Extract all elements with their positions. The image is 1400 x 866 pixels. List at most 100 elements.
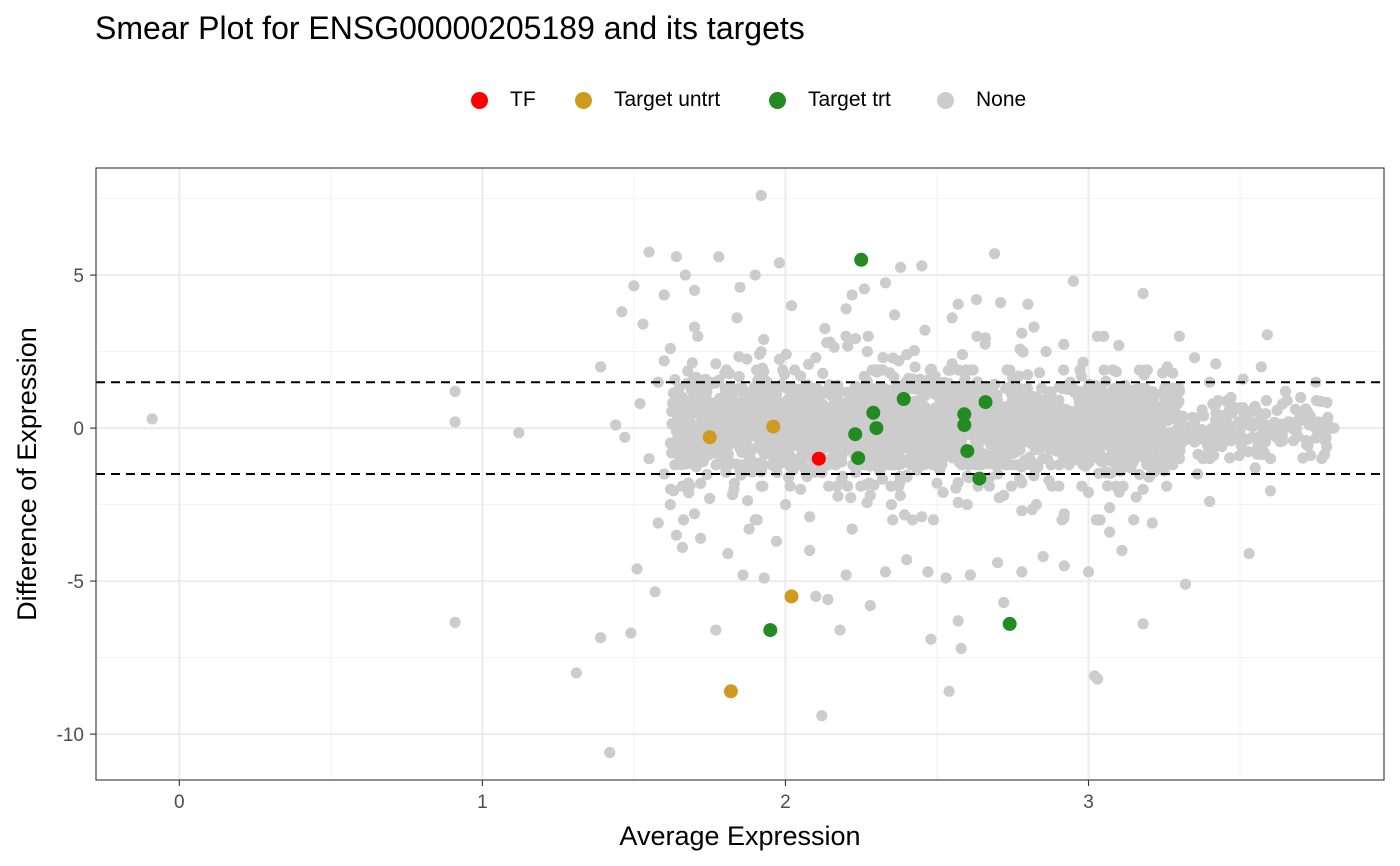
point-none xyxy=(688,508,701,520)
point-none xyxy=(1072,427,1084,439)
point-none xyxy=(1106,417,1118,429)
point-none xyxy=(1037,433,1050,445)
legend-swatch-target-untrt xyxy=(575,91,592,109)
point-none xyxy=(1271,404,1283,416)
point-none xyxy=(710,459,722,471)
point-none xyxy=(1162,415,1174,427)
point-none xyxy=(791,436,803,448)
point-none xyxy=(1204,453,1216,465)
point-none xyxy=(1113,339,1125,352)
point-none xyxy=(1133,364,1146,376)
point-none xyxy=(1005,480,1018,492)
point-none xyxy=(1030,499,1042,511)
point-none xyxy=(637,318,649,330)
point-none xyxy=(686,357,698,369)
point-none xyxy=(1241,433,1253,445)
point-none xyxy=(1044,444,1056,456)
point-none xyxy=(1279,385,1292,397)
point-none xyxy=(1139,394,1152,406)
point-none xyxy=(733,371,745,383)
point-none xyxy=(1292,430,1304,442)
point-none xyxy=(883,384,895,396)
point-none xyxy=(1004,364,1016,376)
point-none xyxy=(815,402,827,414)
point-none xyxy=(1037,453,1049,465)
point-none xyxy=(1022,369,1034,381)
point-none xyxy=(702,449,714,461)
point-none xyxy=(714,434,726,446)
legend-label-none: None xyxy=(976,88,1027,111)
x-tick-label: 1 xyxy=(477,792,488,813)
point-none xyxy=(595,361,607,373)
point-none xyxy=(1198,410,1210,422)
point-none xyxy=(1301,406,1313,418)
point-none xyxy=(919,324,931,336)
point-none xyxy=(980,449,992,461)
point-none xyxy=(683,487,695,499)
point-none xyxy=(722,548,734,560)
point-none xyxy=(758,572,770,584)
point-none xyxy=(778,416,791,428)
point-none xyxy=(1167,404,1179,416)
point-none xyxy=(845,492,857,504)
point-none xyxy=(1067,385,1079,397)
point-none xyxy=(915,394,927,406)
threshold-lines xyxy=(96,381,1384,475)
point-none xyxy=(750,418,763,431)
legend-item-target-untrt: Target untrt xyxy=(575,84,720,116)
point-none xyxy=(842,340,854,352)
point-none xyxy=(895,261,907,273)
point-none xyxy=(1179,578,1192,590)
point-none xyxy=(669,374,681,386)
point-none xyxy=(604,746,616,759)
point-none xyxy=(887,352,899,364)
point-none xyxy=(695,477,707,489)
point-none xyxy=(628,280,640,292)
point-none xyxy=(802,379,814,391)
point-none xyxy=(979,332,992,344)
legend-item-tf: TF xyxy=(471,84,536,116)
point-none xyxy=(1040,346,1052,358)
point-none xyxy=(1081,398,1093,411)
point-none xyxy=(570,667,582,679)
point-none xyxy=(728,483,740,495)
point-none xyxy=(885,480,897,492)
point-none xyxy=(676,541,689,554)
point-none xyxy=(721,451,733,463)
point-none xyxy=(879,566,892,578)
point-none xyxy=(884,367,896,379)
point-none xyxy=(1137,287,1149,300)
chart-title: Smear Plot for ENSG00000205189 and its t… xyxy=(95,10,805,46)
point-none xyxy=(970,429,982,441)
point-none xyxy=(701,468,713,481)
point-none xyxy=(1258,447,1270,459)
point-none xyxy=(1117,391,1129,403)
point-none xyxy=(970,294,983,306)
point-none xyxy=(755,189,767,202)
point-none xyxy=(1260,395,1272,407)
point-none xyxy=(1147,432,1159,444)
point-none xyxy=(1058,364,1070,376)
point-none xyxy=(922,566,934,578)
point-none xyxy=(670,251,683,263)
point-none xyxy=(916,426,928,438)
point-none xyxy=(952,298,964,310)
point-none xyxy=(1042,402,1054,414)
point-none xyxy=(894,490,906,502)
point-none xyxy=(1128,444,1140,456)
point-target-trt xyxy=(848,427,863,442)
point-none xyxy=(824,336,836,348)
point-none xyxy=(670,447,683,459)
point-none xyxy=(1148,419,1160,431)
point-none xyxy=(782,444,795,456)
point-none xyxy=(1119,409,1131,421)
point-none xyxy=(1000,455,1012,467)
point-none xyxy=(743,523,755,535)
point-tf xyxy=(811,451,826,466)
point-none xyxy=(1158,434,1170,446)
point-none xyxy=(724,438,736,450)
legend-swatch-none xyxy=(937,91,954,109)
point-none xyxy=(916,260,928,272)
point-none xyxy=(1179,420,1191,432)
point-none xyxy=(823,480,835,492)
